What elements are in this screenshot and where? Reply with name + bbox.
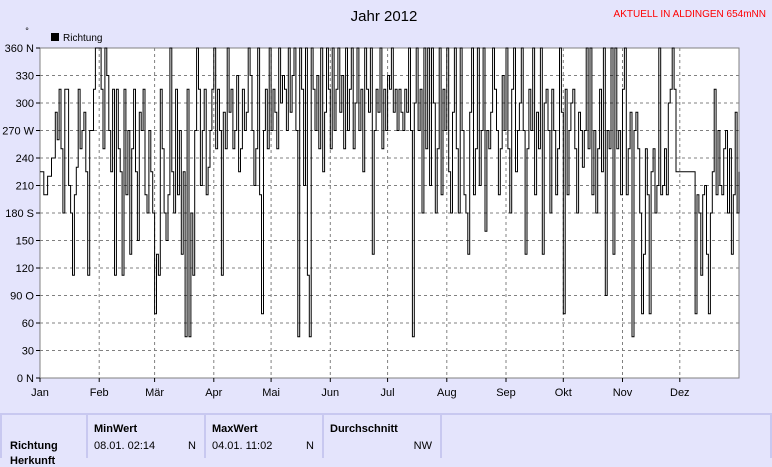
y-tick-label: 300 <box>16 98 34 110</box>
y-tick-label: 240 <box>16 153 34 165</box>
location-label: AKTUELL IN ALDINGEN 654mNN <box>614 9 766 20</box>
y-tick-label: 60 <box>22 318 34 330</box>
y-axis: 0 N 30 60 90 O 120 150 180 S 210 240 270 W 300 330 3… <box>2 43 40 385</box>
max-direction: N <box>306 440 314 452</box>
min-datetime: 08.01. 02:14 <box>94 440 156 452</box>
x-tick-label: Apr <box>205 387 222 399</box>
x-tick-label: Aug <box>437 387 457 399</box>
x-tick-label: Mai <box>262 387 280 399</box>
series-line-richtung <box>40 47 740 338</box>
summary-min-cell: MinWert 08.01. 02:14 N <box>88 415 204 460</box>
x-tick-label: Nov <box>613 387 633 399</box>
x-tick-label: Jun <box>321 387 339 399</box>
legend-swatch <box>51 33 59 41</box>
x-tick-label: Dez <box>670 387 690 399</box>
x-tick-label: Okt <box>555 387 572 399</box>
summary-row-label-cut: Herkunft <box>10 455 56 467</box>
summary-empty-cell <box>442 415 770 460</box>
y-tick-label: 90 O <box>10 291 34 303</box>
chart-title: Jahr 2012 <box>351 8 418 25</box>
min-direction: N <box>188 440 196 452</box>
y-tick-label: 30 <box>22 346 34 358</box>
y-tick-label: 330 <box>16 71 34 83</box>
x-tick-label: Feb <box>90 387 109 399</box>
y-tick-label: 120 <box>16 263 34 275</box>
legend: Richtung <box>51 33 102 44</box>
y-tick-label: 210 <box>16 181 34 193</box>
x-tick-label: Jan <box>31 387 49 399</box>
y-tick-label: 150 <box>16 236 34 248</box>
avg-header: Durchschnitt <box>330 423 398 435</box>
series-layer <box>40 47 740 338</box>
wind-direction-chart: Jahr 2012 AKTUELL IN ALDINGEN 654mNN ° R… <box>2 8 766 399</box>
summary-row-label: Richtung <box>10 440 58 452</box>
avg-direction: NW <box>413 440 432 452</box>
x-tick-label: Jul <box>381 387 395 399</box>
summary-max-cell: MaxWert 04.01. 11:02 N <box>206 415 322 460</box>
max-datetime: 04.01. 11:02 <box>212 440 273 452</box>
legend-label: Richtung <box>63 33 102 44</box>
x-tick-label: Mär <box>145 387 164 399</box>
y-tick-label: 180 S <box>5 208 34 220</box>
y-tick-label: 0 N <box>17 373 34 385</box>
summary-table: Richtung Herkunft MinWert 08.01. 02:14 N… <box>0 413 772 467</box>
degree-mark: ° <box>25 26 29 36</box>
x-tick-label: Sep <box>496 387 516 399</box>
y-tick-label: 270 W <box>2 126 34 138</box>
max-header: MaxWert <box>212 423 258 435</box>
summary-label-cell: Richtung Herkunft <box>2 415 86 467</box>
summary-avg-cell: Durchschnitt NW <box>324 415 440 460</box>
y-tick-label: 360 N <box>5 43 34 55</box>
x-axis: Jan Feb Mär Apr Mai Jun Jul Aug Sep Okt Nov Dez <box>31 378 690 399</box>
min-header: MinWert <box>94 423 138 435</box>
